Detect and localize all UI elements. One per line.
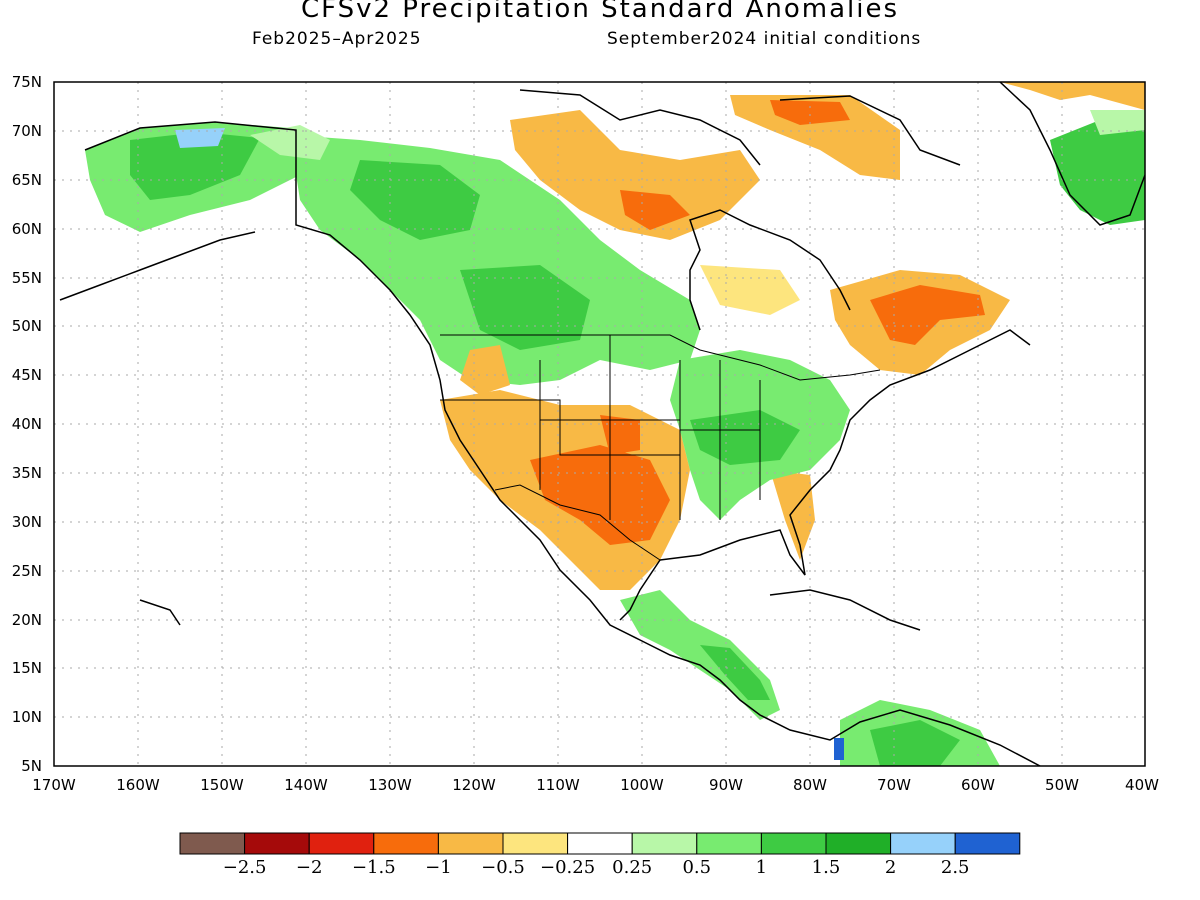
legend-swatch (373, 832, 439, 855)
wet-region-central-america-core (700, 645, 770, 700)
lon-label: 110W (536, 776, 580, 794)
lat-label: 50N (12, 317, 42, 335)
map-title: CFSv2 Precipitation Standard Anomalies (300, 0, 900, 24)
legend-label: −1 (425, 857, 452, 878)
lon-label: 80W (793, 776, 827, 794)
plot-frame (53, 81, 1146, 767)
lat-label: 65N (12, 171, 42, 189)
wet-region-light (250, 125, 330, 160)
legend-swatch (825, 832, 892, 855)
legend-label: −1.5 (352, 857, 396, 878)
lat-label: 5N (21, 757, 42, 775)
lat-label: 75N (12, 73, 42, 91)
dry-region-baffin-core (770, 100, 850, 125)
lon-label: 150W (200, 776, 244, 794)
legend-swatch (696, 832, 762, 855)
legend-label: −2 (296, 857, 323, 878)
borders (295, 135, 881, 561)
lon-label: 70W (877, 776, 911, 794)
legend-swatch (954, 832, 1021, 855)
lat-label: 60N (12, 220, 42, 238)
lat-label: 35N (12, 464, 42, 482)
wet-region-greenland-light (1090, 110, 1145, 135)
lon-label: 160W (116, 776, 160, 794)
lat-label: 55N (12, 269, 42, 287)
lon-label: 60W (961, 776, 995, 794)
lon-label: 40W (1125, 776, 1159, 794)
coastlines (59, 82, 1145, 766)
wet-region-alaska-core (130, 132, 260, 200)
dry-region-baffin (730, 95, 900, 180)
lat-label: 20N (12, 611, 42, 629)
legend-label: 0.25 (612, 857, 652, 878)
legend-label: −0.5 (481, 857, 525, 878)
wet-region-alaska-peak (175, 128, 225, 148)
legend-swatch (308, 832, 375, 855)
wet-region-colombia-peak (834, 738, 844, 760)
legend-label: 2.5 (941, 857, 970, 878)
lat-label: 15N (12, 659, 42, 677)
legend-swatch (502, 832, 569, 855)
legend-label: −0.25 (540, 857, 595, 878)
dry-region-southwest-core (530, 445, 670, 545)
lon-label: 120W (452, 776, 496, 794)
anomaly-field (54, 82, 1145, 766)
legend-swatch (179, 832, 246, 855)
dry-region-arctic (510, 110, 760, 240)
lon-label: 50W (1045, 776, 1079, 794)
lat-label: 25N (12, 562, 42, 580)
legend-label: 1.5 (812, 857, 841, 878)
legend-swatch (760, 832, 827, 855)
wet-region-south-america-core (870, 720, 960, 766)
lon-label: 90W (709, 776, 743, 794)
legend-label: −2.5 (223, 857, 267, 878)
dry-region-pacific-nw (460, 345, 510, 395)
lon-label: 100W (620, 776, 664, 794)
lat-label: 70N (12, 122, 42, 140)
wet-region-greenland (1050, 115, 1145, 225)
wet-region-ohio-core (690, 410, 800, 465)
lon-label: 130W (368, 776, 412, 794)
lat-axis: 75N 70N 65N 60N 55N 50N 45N 40N 35N 30N … (12, 73, 42, 775)
lon-label: 140W (284, 776, 328, 794)
dry-region-quebec-core (870, 285, 985, 345)
dry-region-southeast (770, 470, 815, 560)
legend-label: 2 (885, 857, 896, 878)
lon-axis: 170W 160W 150W 140W 130W 120W 110W 100W … (32, 776, 1159, 794)
lat-label: 40N (12, 415, 42, 433)
initial-conditions: September2024 initial conditions (607, 29, 922, 49)
legend-label: 0.5 (682, 857, 711, 878)
legend-swatch (631, 832, 698, 855)
lon-label: 170W (32, 776, 76, 794)
lat-label: 45N (12, 366, 42, 384)
lat-label: 10N (12, 708, 42, 726)
lat-label: 30N (12, 513, 42, 531)
legend-label: 1 (756, 857, 767, 878)
legend-swatch (437, 832, 504, 855)
dry-region-greenland (1000, 82, 1145, 110)
legend-swatch (890, 832, 956, 855)
legend-swatch (244, 832, 310, 855)
legend-swatch (567, 832, 633, 855)
forecast-period: Feb2025–Apr2025 (252, 29, 422, 49)
wet-region-prairies (460, 265, 590, 350)
graticule (54, 82, 1145, 766)
dry-region-arctic-core (620, 190, 690, 230)
color-legend: −2.5 −2 −1.5 −1 −0.5 −0.25 0.25 0.5 1 1.5 2 2.5 (179, 832, 1021, 878)
